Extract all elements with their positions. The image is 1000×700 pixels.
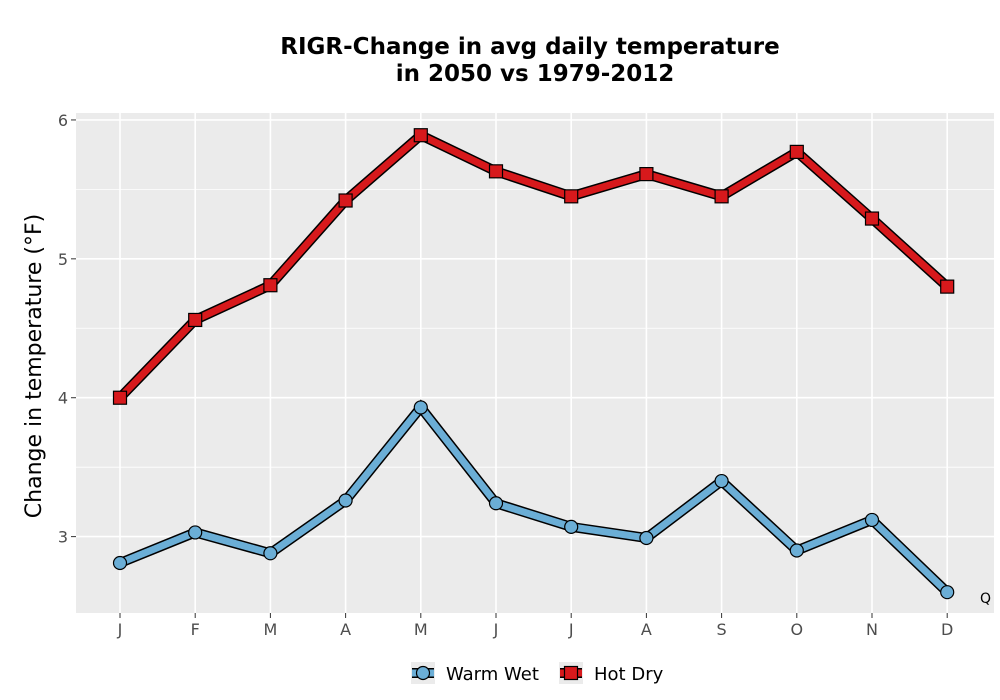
y-tick-label: 6 bbox=[58, 111, 68, 130]
corner-label: Q bbox=[980, 591, 991, 607]
legend-marker-hot-dry bbox=[563, 665, 579, 681]
data-point-hot-dry bbox=[413, 128, 428, 143]
data-point-hot-dry bbox=[864, 211, 880, 226]
x-tick-label: F bbox=[191, 620, 200, 639]
data-point-hot-dry bbox=[488, 164, 504, 179]
data-point-hot-dry bbox=[263, 278, 278, 293]
data-point-warm-wet bbox=[789, 543, 804, 558]
x-tick-label: J bbox=[117, 620, 123, 639]
axes: 3 4 5 6 J F M A M J J A S O N D bbox=[58, 111, 954, 639]
data-point-hot-dry bbox=[564, 189, 579, 204]
data-point-warm-wet bbox=[564, 519, 579, 534]
data-point-warm-wet bbox=[338, 493, 353, 508]
data-point-warm-wet bbox=[864, 512, 880, 528]
series-line-hot-dry bbox=[117, 131, 950, 401]
x-tick-label: J bbox=[568, 620, 574, 639]
data-point-hot-dry bbox=[714, 189, 729, 204]
legend-label-warm-wet: Warm Wet bbox=[446, 664, 539, 685]
x-tick-label: N bbox=[866, 620, 878, 639]
chart-title-line1: RIGR-Change in avg daily temperature bbox=[280, 34, 779, 60]
x-tick-label: M bbox=[263, 620, 277, 639]
x-tick-label: A bbox=[340, 620, 351, 639]
data-point-warm-wet bbox=[413, 400, 428, 415]
x-tick-label: M bbox=[414, 620, 428, 639]
legend: Warm Wet Hot Dry bbox=[411, 662, 664, 685]
y-tick-label: 3 bbox=[58, 528, 68, 547]
data-point-warm-wet bbox=[940, 585, 955, 600]
data-point-warm-wet bbox=[639, 530, 654, 546]
data-point-hot-dry bbox=[789, 144, 804, 159]
data-point-warm-wet bbox=[188, 525, 203, 540]
series-line-warm-wet bbox=[118, 401, 950, 595]
data-point-warm-wet bbox=[263, 546, 278, 561]
x-tick-label: S bbox=[717, 620, 727, 639]
chart-title-line2: in 2050 vs 1979-2012 bbox=[396, 61, 675, 87]
legend-label-hot-dry: Hot Dry bbox=[594, 664, 664, 685]
data-point-hot-dry bbox=[188, 312, 203, 328]
y-tick-label: 4 bbox=[58, 389, 68, 408]
data-point-hot-dry bbox=[940, 279, 955, 294]
x-tick-label: D bbox=[941, 620, 953, 639]
data-point-warm-wet bbox=[488, 496, 504, 511]
x-tick-label: A bbox=[641, 620, 652, 639]
y-axis-label: Change in temperature (°F) bbox=[22, 214, 47, 518]
data-point-hot-dry bbox=[639, 167, 654, 182]
data-point-warm-wet bbox=[714, 473, 729, 489]
x-tick-label: J bbox=[493, 620, 499, 639]
legend-marker-warm-wet bbox=[415, 665, 431, 681]
series-layer bbox=[112, 128, 955, 600]
data-point-warm-wet bbox=[112, 555, 128, 571]
data-point-hot-dry bbox=[112, 390, 128, 405]
x-tick-label: O bbox=[791, 620, 804, 639]
grid-lines bbox=[76, 113, 994, 613]
y-tick-label: 5 bbox=[58, 250, 68, 269]
data-point-hot-dry bbox=[338, 193, 353, 208]
